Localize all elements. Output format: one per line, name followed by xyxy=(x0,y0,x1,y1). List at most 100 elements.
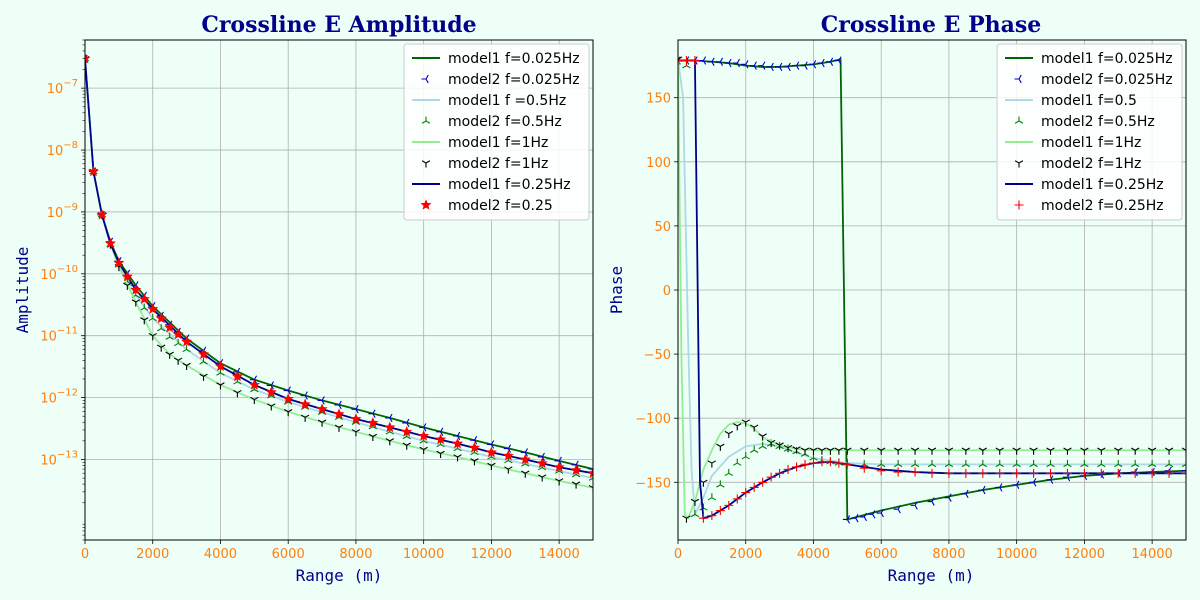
amp-data-point xyxy=(468,441,480,453)
phase-data-point xyxy=(707,460,717,468)
amp-data-point xyxy=(554,456,562,466)
phase-data-point xyxy=(775,442,784,450)
amplitude-x-axis-label: Range (m) xyxy=(296,566,383,585)
phase-data-point xyxy=(698,56,707,65)
phase-data-point xyxy=(1029,459,1038,468)
phase-data-point xyxy=(1147,468,1157,478)
amp-x-tick-label: 4000 xyxy=(204,547,237,562)
amp-data-point xyxy=(435,433,447,445)
amp-data-point xyxy=(470,458,479,466)
phase-data-point xyxy=(944,468,954,478)
phase-data-point xyxy=(1147,459,1157,468)
phase-data-point xyxy=(1181,459,1186,468)
phase-data-point xyxy=(944,493,952,502)
amp-data-point xyxy=(402,442,411,450)
amp-data-point xyxy=(181,335,193,347)
phase-data-point xyxy=(758,477,768,487)
amp-data-point xyxy=(231,370,243,382)
phase-data-point xyxy=(733,458,742,466)
phase-data-point xyxy=(749,61,757,70)
phase-y-axis-label: Phase xyxy=(607,266,626,314)
amp-data-point xyxy=(300,414,310,422)
phase-legend-box xyxy=(996,43,1183,221)
phase-y-tick-label: −100 xyxy=(635,412,671,427)
phase-data-point xyxy=(995,468,1005,478)
phase-data-point xyxy=(842,515,851,524)
amp-data-point xyxy=(538,474,547,482)
phase-data-point xyxy=(1079,468,1089,478)
amp-y-tick-label: 10−13 xyxy=(40,449,78,468)
phase-data-point xyxy=(690,56,700,66)
phase-legend: model1 f=0.025Hz model2 f=0.025Hz model1 f… xyxy=(996,43,1183,221)
phase-data-point xyxy=(1096,468,1106,478)
phase-data-point xyxy=(851,514,859,523)
phase-data-point xyxy=(961,489,969,499)
phase-data-point xyxy=(927,459,937,468)
amp-data-point xyxy=(216,382,225,390)
phase-data-point xyxy=(927,497,935,506)
amp-data-point xyxy=(157,324,166,332)
phase-data-point xyxy=(707,511,717,521)
amp-data-point xyxy=(199,373,208,381)
amp-data-point xyxy=(436,427,444,436)
amp-series-group xyxy=(85,52,593,493)
phase-data-point xyxy=(910,501,918,510)
amp-data-point xyxy=(165,332,174,340)
amp-x-tick-label: 6000 xyxy=(272,547,305,562)
amp-data-point xyxy=(104,237,116,249)
phase-data-point xyxy=(877,447,886,455)
phase-data-point xyxy=(978,459,987,468)
phase-data-point xyxy=(859,512,867,522)
phase-data-point xyxy=(1097,447,1106,455)
amp-data-point xyxy=(502,449,514,461)
amp-data-point xyxy=(401,426,413,437)
amp-legend-handle xyxy=(421,160,431,168)
phase-data-point xyxy=(978,447,987,455)
amp-x-tick-label: 0 xyxy=(81,547,89,562)
phase-data-point xyxy=(834,458,844,468)
phase-data-point xyxy=(809,447,818,455)
phase-data-point xyxy=(682,515,691,523)
amp-data-point xyxy=(536,457,548,468)
amp-data-point xyxy=(96,208,108,220)
amp-legend-label: model1 f=1Hz xyxy=(448,135,548,151)
amp-data-point xyxy=(367,417,379,428)
phase-data-point xyxy=(783,444,793,453)
phase-data-point xyxy=(741,488,751,498)
phase-data-point xyxy=(1130,468,1140,478)
phase-data-point xyxy=(716,443,725,451)
amp-data-point xyxy=(588,484,593,493)
phase-data-point xyxy=(766,439,776,448)
phase-data-point xyxy=(678,56,683,64)
phase-data-point xyxy=(868,510,876,519)
amp-data-point xyxy=(157,344,166,352)
amp-data-point xyxy=(334,424,344,432)
phase-data-point xyxy=(978,468,988,478)
phase-data-point xyxy=(817,457,827,467)
amp-data-point xyxy=(384,421,396,433)
phase-x-tick-label: 6000 xyxy=(865,547,898,562)
amp-data-point xyxy=(570,464,582,475)
amp-data-point xyxy=(266,381,274,390)
amp-legend-handle xyxy=(421,74,429,84)
amp-data-point xyxy=(587,467,593,478)
amp-data-point xyxy=(485,446,497,458)
phase-legend-label: model1 f=1Hz xyxy=(1041,135,1141,151)
phase-x-tick-label: 8000 xyxy=(932,547,965,562)
amplitude-y-axis-label: Amplitude xyxy=(13,247,32,334)
phase-data-point xyxy=(834,56,842,65)
phase-data-point xyxy=(1029,478,1037,487)
phase-data-point xyxy=(741,419,750,427)
amp-data-point xyxy=(87,165,99,177)
amp-data-point xyxy=(504,466,513,474)
phase-data-point xyxy=(860,447,869,455)
phase-data-point xyxy=(783,464,793,474)
phase-data-point xyxy=(978,485,986,495)
phase-data-point xyxy=(792,462,802,472)
amp-legend-box xyxy=(403,43,590,221)
phase-chart-title: Crossline E Phase xyxy=(821,12,1042,38)
phase-legend-handle xyxy=(1014,74,1022,84)
phase-data-point xyxy=(1029,468,1039,478)
amp-data-point xyxy=(520,448,528,457)
